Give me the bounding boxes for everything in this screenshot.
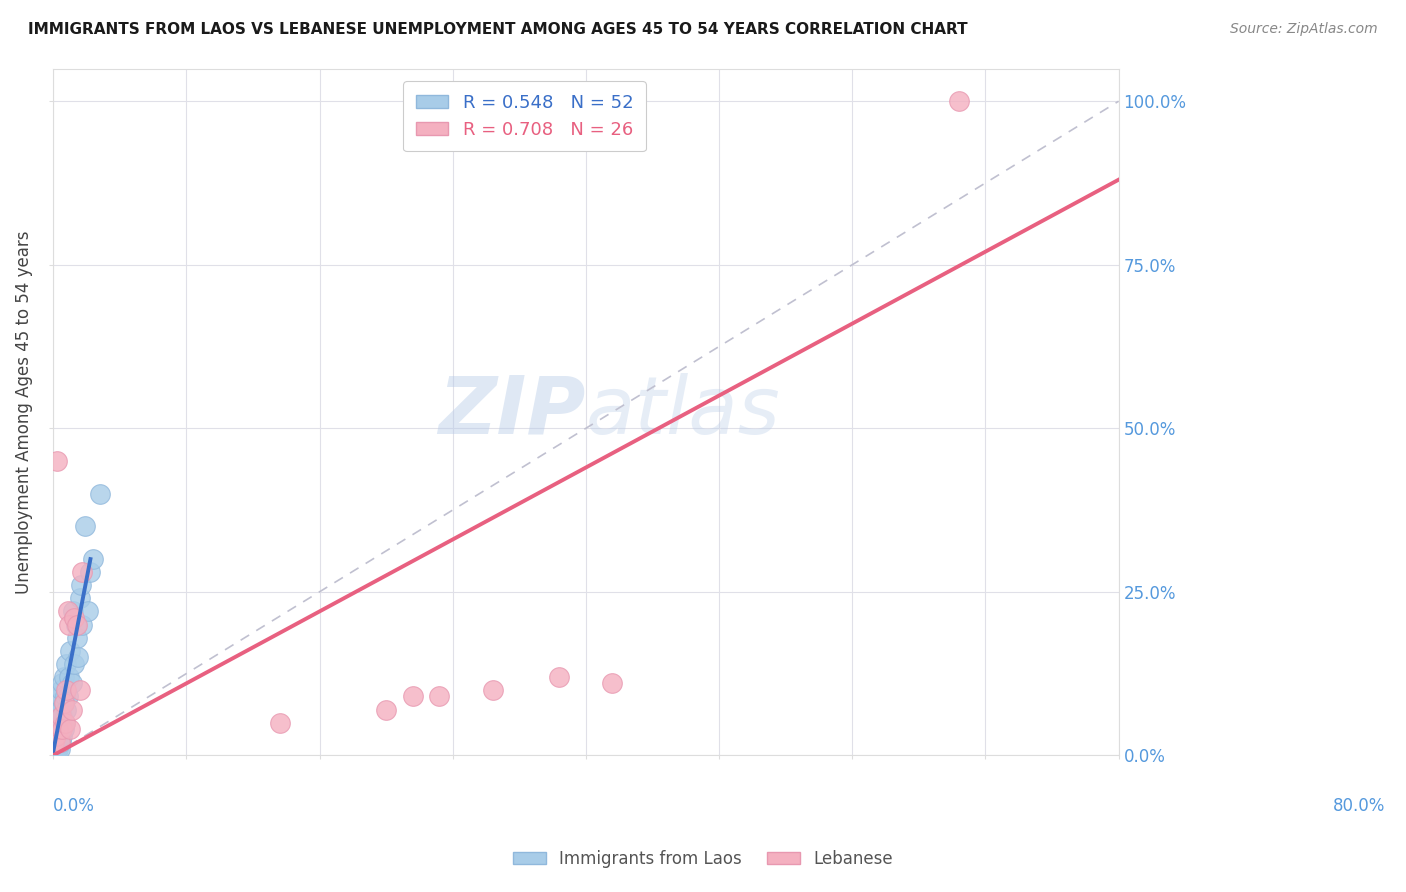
Point [48,722,70,736]
Point [375,702,398,716]
Point [69,591,91,606]
Point [46,741,69,756]
Point [45,729,67,743]
Point [49,722,72,736]
Point [55,682,77,697]
Legend: R = 0.548   N = 52, R = 0.708   N = 26: R = 0.548 N = 52, R = 0.708 N = 26 [404,81,645,152]
Point [75,519,97,533]
Point [49,735,72,749]
Point [65,617,87,632]
Point [602,676,624,690]
Point [48,729,70,743]
Point [49,741,72,756]
Point [53,715,76,730]
Text: ZIP: ZIP [439,373,586,451]
Point [46,715,69,730]
Point [82,552,104,566]
Point [52,670,75,684]
Point [58,617,80,632]
Point [67,650,90,665]
Point [63,657,86,671]
Point [89,486,111,500]
Point [49,690,72,704]
Point [79,565,101,579]
Point [76,604,98,618]
Point [56,690,79,704]
Point [427,690,450,704]
Text: IMMIGRANTS FROM LAOS VS LEBANESE UNEMPLOYMENT AMONG AGES 45 TO 54 YEARS CORRELAT: IMMIGRANTS FROM LAOS VS LEBANESE UNEMPLO… [28,22,967,37]
Point [44,735,66,749]
Point [72,565,94,579]
Point [56,604,79,618]
Point [60,702,83,716]
Point [69,682,91,697]
Point [46,702,69,716]
Point [44,741,66,756]
Point [46,454,69,468]
Point [948,94,970,108]
Point [60,676,83,690]
Point [55,702,77,716]
Point [46,735,69,749]
Y-axis label: Unemployment Among Ages 45 to 54 years: Unemployment Among Ages 45 to 54 years [15,230,32,594]
Point [402,690,425,704]
Point [45,722,67,736]
Text: 0.0%: 0.0% [53,797,96,814]
Text: 80.0%: 80.0% [1333,797,1385,814]
Point [48,741,70,756]
Point [53,715,76,730]
Point [269,715,291,730]
Point [49,735,72,749]
Point [44,735,66,749]
Point [52,696,75,710]
Point [59,643,82,657]
Point [51,722,73,736]
Point [52,696,75,710]
Point [45,735,67,749]
Point [51,709,73,723]
Point [45,741,67,756]
Point [48,735,70,749]
Point [49,682,72,697]
Legend: Immigrants from Laos, Lebanese: Immigrants from Laos, Lebanese [506,844,900,875]
Text: atlas: atlas [586,373,780,451]
Point [55,657,77,671]
Point [63,611,86,625]
Point [52,722,75,736]
Point [49,709,72,723]
Point [46,729,69,743]
Point [49,735,72,749]
Point [48,696,70,710]
Point [51,676,73,690]
Point [51,729,73,743]
Point [53,690,76,704]
Point [72,617,94,632]
Point [66,631,89,645]
Point [49,715,72,730]
Point [62,604,84,618]
Point [548,670,571,684]
Point [49,709,72,723]
Text: Source: ZipAtlas.com: Source: ZipAtlas.com [1230,22,1378,37]
Point [49,702,72,716]
Point [59,722,82,736]
Point [48,709,70,723]
Point [45,729,67,743]
Point [58,670,80,684]
Point [481,682,503,697]
Point [70,578,93,592]
Point [66,617,89,632]
